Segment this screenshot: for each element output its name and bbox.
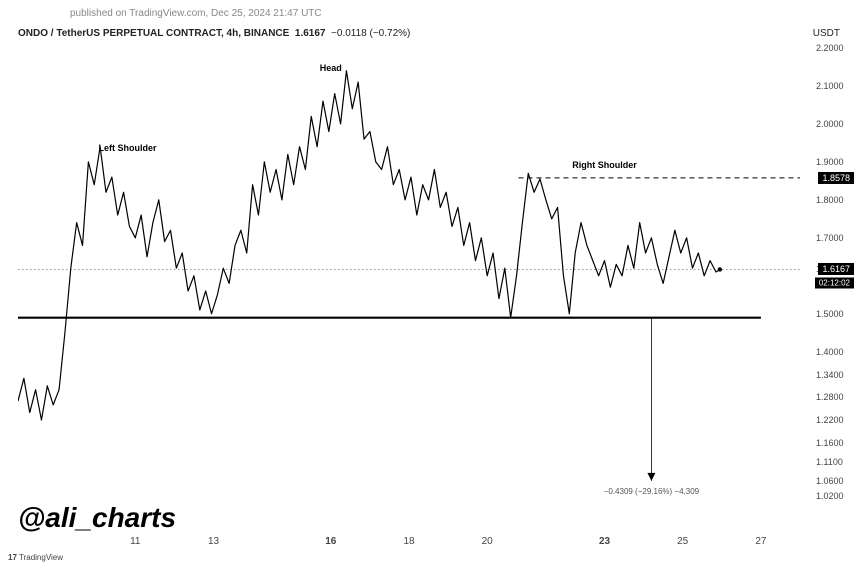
- y-tick: 2.2000: [816, 43, 844, 53]
- y-tick: 1.5000: [816, 309, 844, 319]
- pair-name: ONDO / TetherUS PERPETUAL CONTRACT, 4h, …: [18, 28, 289, 39]
- y-tick: 1.0600: [816, 476, 844, 486]
- y-tick: 1.3400: [816, 370, 844, 380]
- x-tick: 27: [755, 536, 766, 547]
- y-tick: 2.1000: [816, 81, 844, 91]
- last-price: 1.6167: [295, 28, 326, 39]
- x-tick: 20: [482, 536, 493, 547]
- chart-area[interactable]: [18, 48, 800, 526]
- pattern-label: Head: [320, 63, 342, 73]
- y-axis: 2.20002.10002.00001.90001.80001.70001.61…: [810, 48, 860, 526]
- x-axis: 11 13 16 18 20 23 25 27: [18, 536, 800, 556]
- price-tag: 1.6167: [818, 263, 854, 275]
- pattern-label: Left Shoulder: [98, 143, 156, 153]
- watermark: @ali_charts: [18, 502, 176, 534]
- x-tick: 16: [325, 536, 336, 547]
- y-tick: 1.2800: [816, 392, 844, 402]
- x-tick: 25: [677, 536, 688, 547]
- y-tick: 1.2200: [816, 415, 844, 425]
- tv-icon: 17: [8, 553, 17, 562]
- chart-title: ONDO / TetherUS PERPETUAL CONTRACT, 4h, …: [18, 28, 410, 39]
- published-timestamp: published on TradingView.com, Dec 25, 20…: [70, 8, 322, 19]
- x-tick: 18: [403, 536, 414, 547]
- y-tick: 1.9000: [816, 157, 844, 167]
- measure-label: −0.4309 (−29.16%) −4,309: [604, 487, 699, 496]
- y-tick: 1.4000: [816, 347, 844, 357]
- y-tick: 1.1100: [816, 457, 843, 467]
- x-tick: 11: [130, 536, 140, 547]
- price-change: −0.0118: [331, 28, 367, 39]
- x-tick: 23: [599, 536, 610, 547]
- pattern-label: Right Shoulder: [572, 160, 637, 170]
- x-tick: 13: [208, 536, 219, 547]
- tv-text: TradingView: [19, 553, 63, 562]
- price-change-pct: (−0.72%): [370, 28, 411, 39]
- level-tag: 1.8578: [818, 172, 854, 184]
- y-tick: 1.7000: [816, 233, 844, 243]
- tradingview-logo: 17 TradingView: [8, 553, 63, 562]
- y-tick: 2.0000: [816, 119, 844, 129]
- countdown-tag: 02:12:02: [815, 278, 854, 289]
- y-tick: 1.8000: [816, 195, 844, 205]
- y-tick: 1.1600: [816, 438, 844, 448]
- currency-label: USDT: [813, 28, 840, 39]
- y-tick: 1.0200: [816, 491, 844, 501]
- price-chart: [18, 48, 800, 526]
